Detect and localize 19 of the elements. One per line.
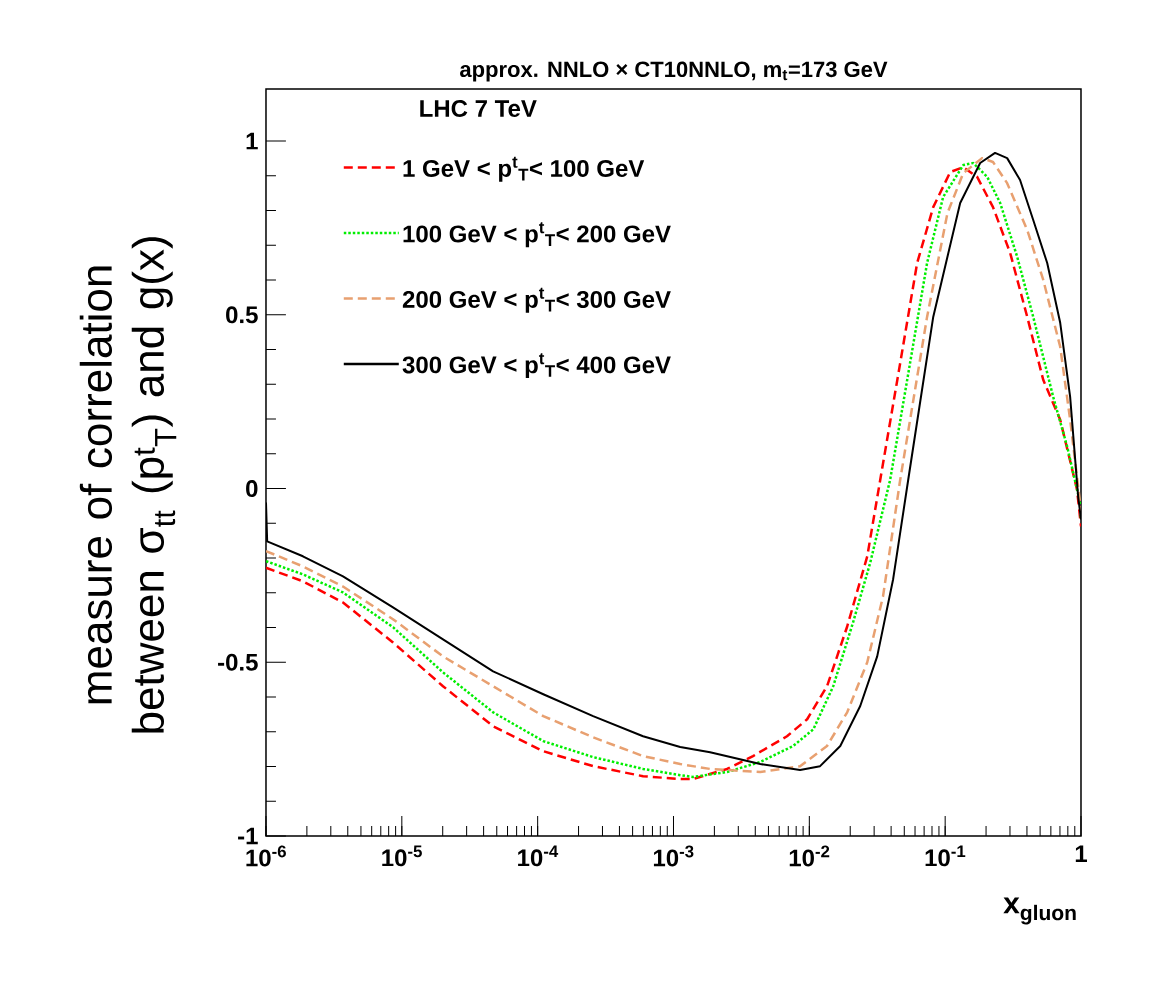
y-tick-label: 0 — [246, 480, 258, 498]
x-tick-label: 10$^{-6}$ — [246, 845, 286, 867]
y-tick-label: 1 — [246, 132, 258, 150]
y-tick-label: 0.5 — [226, 306, 258, 324]
chart-title: approx. NNLO × CT10NNLO, m$_{t}$=173 GeV — [460, 61, 888, 82]
legend-label: 200 GeV < p$^{t}$$_{T}$< 300 GeV — [402, 287, 671, 313]
legend-label: 300 GeV < p$^{t}$$_{T}$< 400 GeV — [402, 353, 671, 379]
x-tick-label: 10$^{-5}$ — [382, 845, 422, 867]
y-tick-label: -0.5 — [218, 653, 258, 671]
x-tick-label: 1 — [1075, 845, 1087, 863]
x-tick-label: 10$^{-3}$ — [653, 845, 694, 867]
legend-label: 1 GeV < p$^{t}$$_{T}$< 100 GeV — [403, 156, 645, 182]
y-tick-label: -1 — [238, 827, 258, 845]
x-tick-label: 10$^{-4}$ — [518, 845, 559, 867]
x-axis-title: x$_{gluon}$ — [1003, 897, 1076, 925]
annotation: LHC 7 TeV — [420, 99, 537, 117]
x-tick-label: 10$^{-1}$ — [925, 845, 966, 867]
legend-label: 100 GeV < p$^{t}$$_{T}$< 200 GeV — [403, 222, 671, 248]
x-tick-label: 10$^{-2}$ — [789, 845, 830, 867]
